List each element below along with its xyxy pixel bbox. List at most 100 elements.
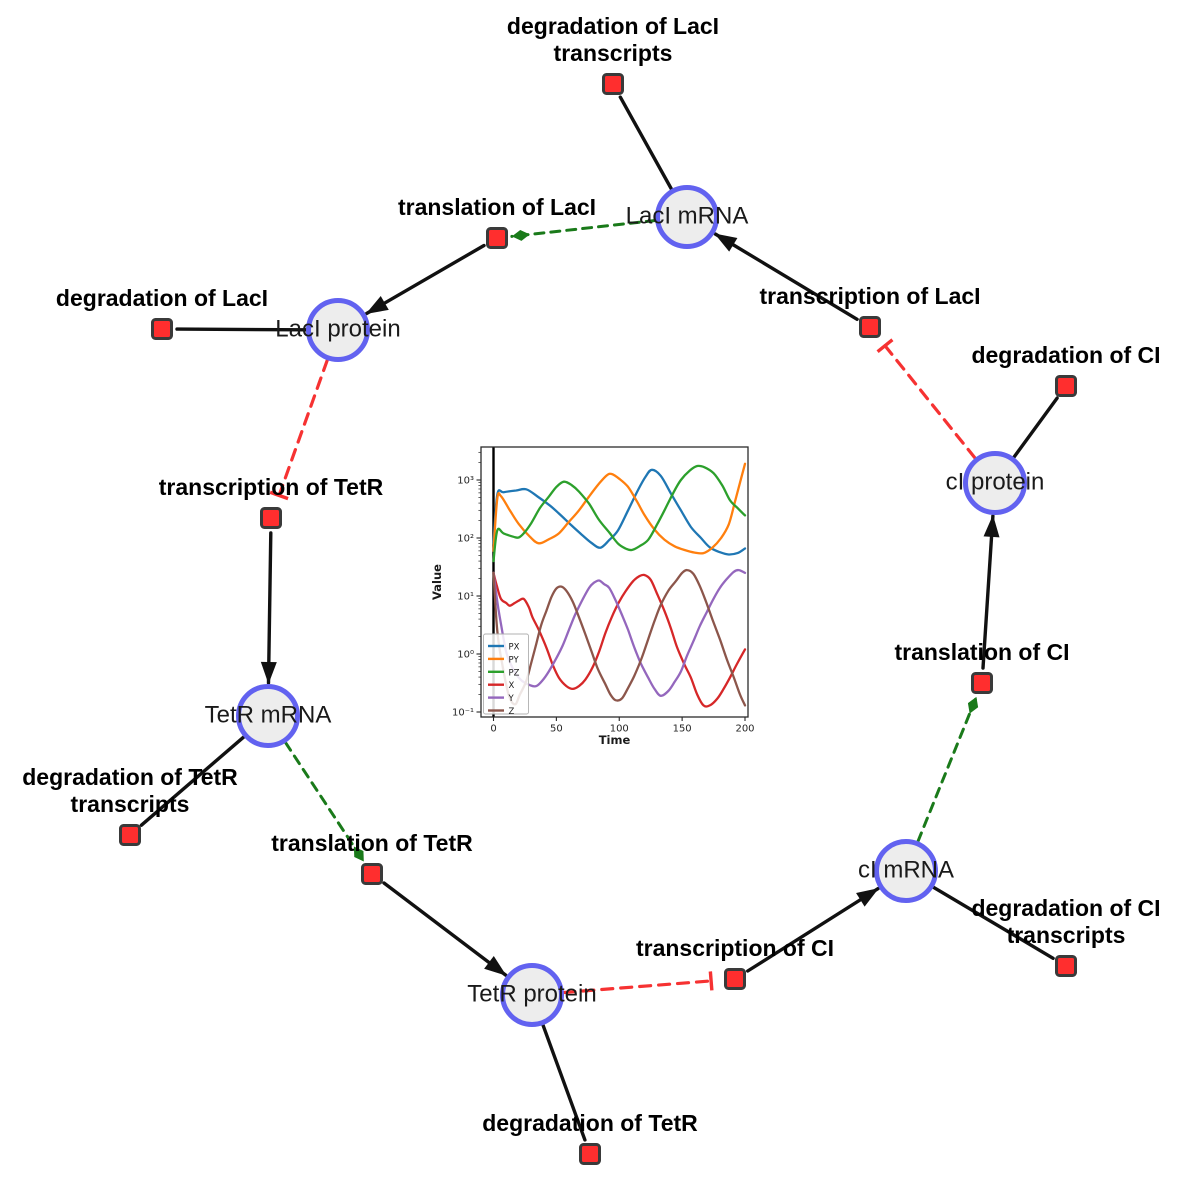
reaction-label-line: degradation of TetR <box>482 1110 698 1136</box>
edge-translation-of-tetr-to-tetr-protein <box>382 881 508 977</box>
reaction-label-translation-of-tetr: translation of TetR <box>271 830 472 857</box>
y-tick-label: 10² <box>457 534 474 545</box>
reaction-label-line: degradation of LacI <box>506 13 720 39</box>
x-tick-label: 150 <box>673 724 692 735</box>
species-label-ci-protein: cI protein <box>945 468 1045 496</box>
edge-laci-protein-to-transcription-of-tetr <box>269 358 329 501</box>
reaction-label-degradation-of-ci: degradation of CI <box>971 342 1160 369</box>
series-py <box>492 462 747 555</box>
chart-legend: PX PY PZ XYZ <box>483 633 529 717</box>
edge-ci-protein-to-transcription-of-laci <box>876 338 977 460</box>
reaction-label-degradation-of-tetr-transcripts: degradation of TetR transcripts <box>22 764 238 818</box>
reaction-label-line: transcripts <box>553 40 673 66</box>
reaction-node-translation-of-tetr[interactable] <box>361 863 383 885</box>
reaction-label-line: translation of TetR <box>271 830 473 856</box>
series-x <box>492 571 747 708</box>
legend-label-px: PX <box>509 643 520 653</box>
legend-label-y: Y <box>508 694 515 704</box>
x-tick-label: 0 <box>490 724 496 735</box>
edge-tetr-mrna-to-translation-of-tetr <box>284 741 366 863</box>
edge-tetr-mrna-to-degradation-of-tetr-transcripts <box>139 735 246 827</box>
species-node-tetr-mrna[interactable] <box>236 684 300 748</box>
edge-ci-mrna-to-translation-of-ci <box>916 695 979 843</box>
legend-label-z: Z <box>509 707 515 717</box>
reaction-label-transcription-of-tetr: transcription of TetR <box>159 474 383 501</box>
reaction-node-translation-of-ci[interactable] <box>971 672 993 694</box>
species-label-tetr-protein: TetR protein <box>467 980 597 1008</box>
species-node-tetr-protein[interactable] <box>500 963 564 1027</box>
reaction-label-line: transcription of LacI <box>759 283 981 309</box>
reaction-label-line: translation of LacI <box>397 194 597 220</box>
edge-ci-mrna-to-degradation-of-ci-transcripts <box>931 885 1055 960</box>
reaction-label-transcription-of-laci: transcription of LacI <box>759 283 980 310</box>
species-label-tetr-mrna: TetR mRNA <box>204 701 332 729</box>
species-label-laci-protein: LacI protein <box>275 315 401 343</box>
legend-label-x: X <box>509 681 515 691</box>
legend-label-pz: PZ <box>509 668 520 678</box>
chart-canvas: 0 50 100 150 200 10⁻¹ 10⁰ 10¹ 10² 10³ PX PY PZ XYZ <box>425 432 765 762</box>
edge-transcription-of-ci-to-ci-mrna <box>746 886 880 973</box>
edge-laci-protein-to-degradation-of-laci <box>175 327 308 332</box>
x-tick-label: 100 <box>610 724 629 735</box>
edge-translation-of-laci-to-laci-protein <box>364 243 486 316</box>
species-label-laci-mrna: LacI mRNA <box>625 202 749 230</box>
reaction-label-line: transcription of CI <box>635 935 835 961</box>
reaction-node-degradation-of-ci[interactable] <box>1055 375 1077 397</box>
reaction-node-degradation-of-laci-transcripts[interactable] <box>602 73 624 95</box>
reaction-label-line: degradation of CI <box>971 895 1161 921</box>
reaction-node-transcription-of-laci[interactable] <box>859 316 881 338</box>
edge-tetr-protein-to-transcription-of-ci <box>562 971 714 995</box>
axis-ticks: 0 50 100 150 200 10⁻¹ 10⁰ 10¹ 10² 10³ <box>452 451 755 735</box>
reaction-node-transcription-of-ci[interactable] <box>724 968 746 990</box>
series-z <box>492 568 747 707</box>
reaction-label-line: transcription of TetR <box>158 474 384 500</box>
reaction-label-line: degradation of CI <box>971 342 1161 368</box>
reaction-node-translation-of-laci[interactable] <box>486 227 508 249</box>
plot-frame <box>480 446 749 718</box>
x-tick-label: 200 <box>735 724 754 735</box>
species-label-ci-mrna: cI mRNA <box>858 856 954 884</box>
reaction-label-line: degradation of LacI <box>55 285 269 311</box>
series-pz <box>492 464 747 563</box>
reaction-node-degradation-of-laci[interactable] <box>151 318 173 340</box>
simulation-plot: 0 50 100 150 200 10⁻¹ 10⁰ 10¹ 10² 10³ PX PY PZ X Y Z Ti… <box>425 432 765 762</box>
reaction-label-degradation-of-tetr: degradation of TetR <box>482 1110 698 1137</box>
edge-laci-mrna-to-degradation-of-laci-transcripts <box>618 95 674 191</box>
x-tick-label: 50 <box>550 724 563 735</box>
edge-transcription-of-tetr-to-tetr-mrna <box>260 531 277 685</box>
reaction-label-line: transcripts <box>1006 922 1126 948</box>
edge-transcription-of-laci-to-laci-mrna <box>713 232 859 321</box>
species-node-laci-protein[interactable] <box>306 298 370 362</box>
reaction-node-transcription-of-tetr[interactable] <box>260 507 282 529</box>
species-node-ci-protein[interactable] <box>963 451 1027 515</box>
reaction-label-line: degradation of TetR <box>22 764 238 790</box>
reaction-label-translation-of-laci: translation of LacI <box>398 194 596 221</box>
reaction-node-degradation-of-tetr-transcripts[interactable] <box>119 824 141 846</box>
species-node-ci-mrna[interactable] <box>874 839 938 903</box>
y-tick-label: 10⁻¹ <box>452 708 474 719</box>
reaction-label-line: translation of CI <box>894 639 1070 665</box>
reaction-label-transcription-of-ci: transcription of CI <box>636 935 834 962</box>
edge-tetr-protein-to-degradation-of-tetr <box>541 1023 587 1142</box>
series-y <box>492 568 747 697</box>
reaction-label-line: transcripts <box>70 791 190 817</box>
reaction-label-degradation-of-laci-transcripts: degradation of LacI transcripts <box>507 13 719 67</box>
edge-ci-protein-to-degradation-of-ci <box>1012 396 1059 459</box>
y-tick-label: 10³ <box>457 476 474 487</box>
y-tick-label: 10¹ <box>457 592 474 603</box>
reaction-label-degradation-of-ci-transcripts: degradation of CI transcripts <box>971 895 1160 949</box>
series-px <box>492 468 747 556</box>
reaction-node-degradation-of-tetr[interactable] <box>579 1143 601 1165</box>
reaction-node-degradation-of-ci-transcripts[interactable] <box>1055 955 1077 977</box>
chart-xlabel: Time <box>598 733 631 747</box>
y-tick-label: 10⁰ <box>457 650 474 661</box>
reaction-label-degradation-of-laci: degradation of LacI <box>56 285 268 312</box>
edge-translation-of-ci-to-ci-protein <box>981 514 1000 670</box>
species-node-laci-mrna[interactable] <box>655 185 719 249</box>
chart-ylabel: Value <box>430 564 444 600</box>
reaction-label-translation-of-ci: translation of CI <box>894 639 1069 666</box>
edge-laci-mrna-to-translation-of-laci <box>510 219 657 241</box>
